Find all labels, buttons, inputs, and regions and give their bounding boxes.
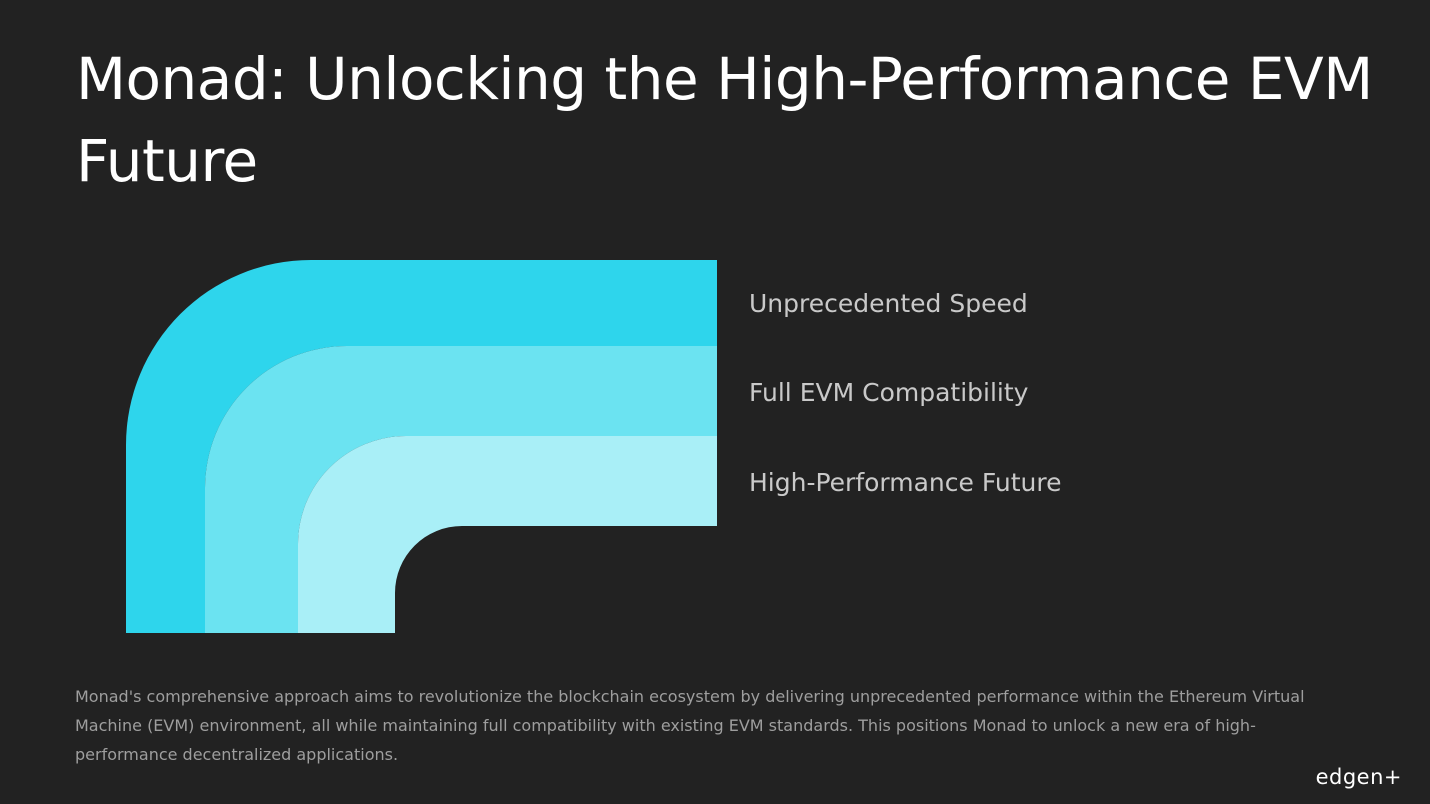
layer-label-future: High-Performance Future <box>749 468 1062 497</box>
layer-band-speed <box>126 260 717 633</box>
layer-band-future <box>298 436 717 633</box>
layer-label-compatibility: Full EVM Compatibility <box>749 378 1029 407</box>
slide-description: Monad's comprehensive approach aims to r… <box>75 687 1305 764</box>
slide-title: Monad: Unlocking the High-Performance EV… <box>76 45 1373 195</box>
edgen-logo: edgen+ <box>1315 765 1402 789</box>
layer-label-speed: Unprecedented Speed <box>749 289 1028 318</box>
layer-band-compatibility <box>205 346 717 633</box>
